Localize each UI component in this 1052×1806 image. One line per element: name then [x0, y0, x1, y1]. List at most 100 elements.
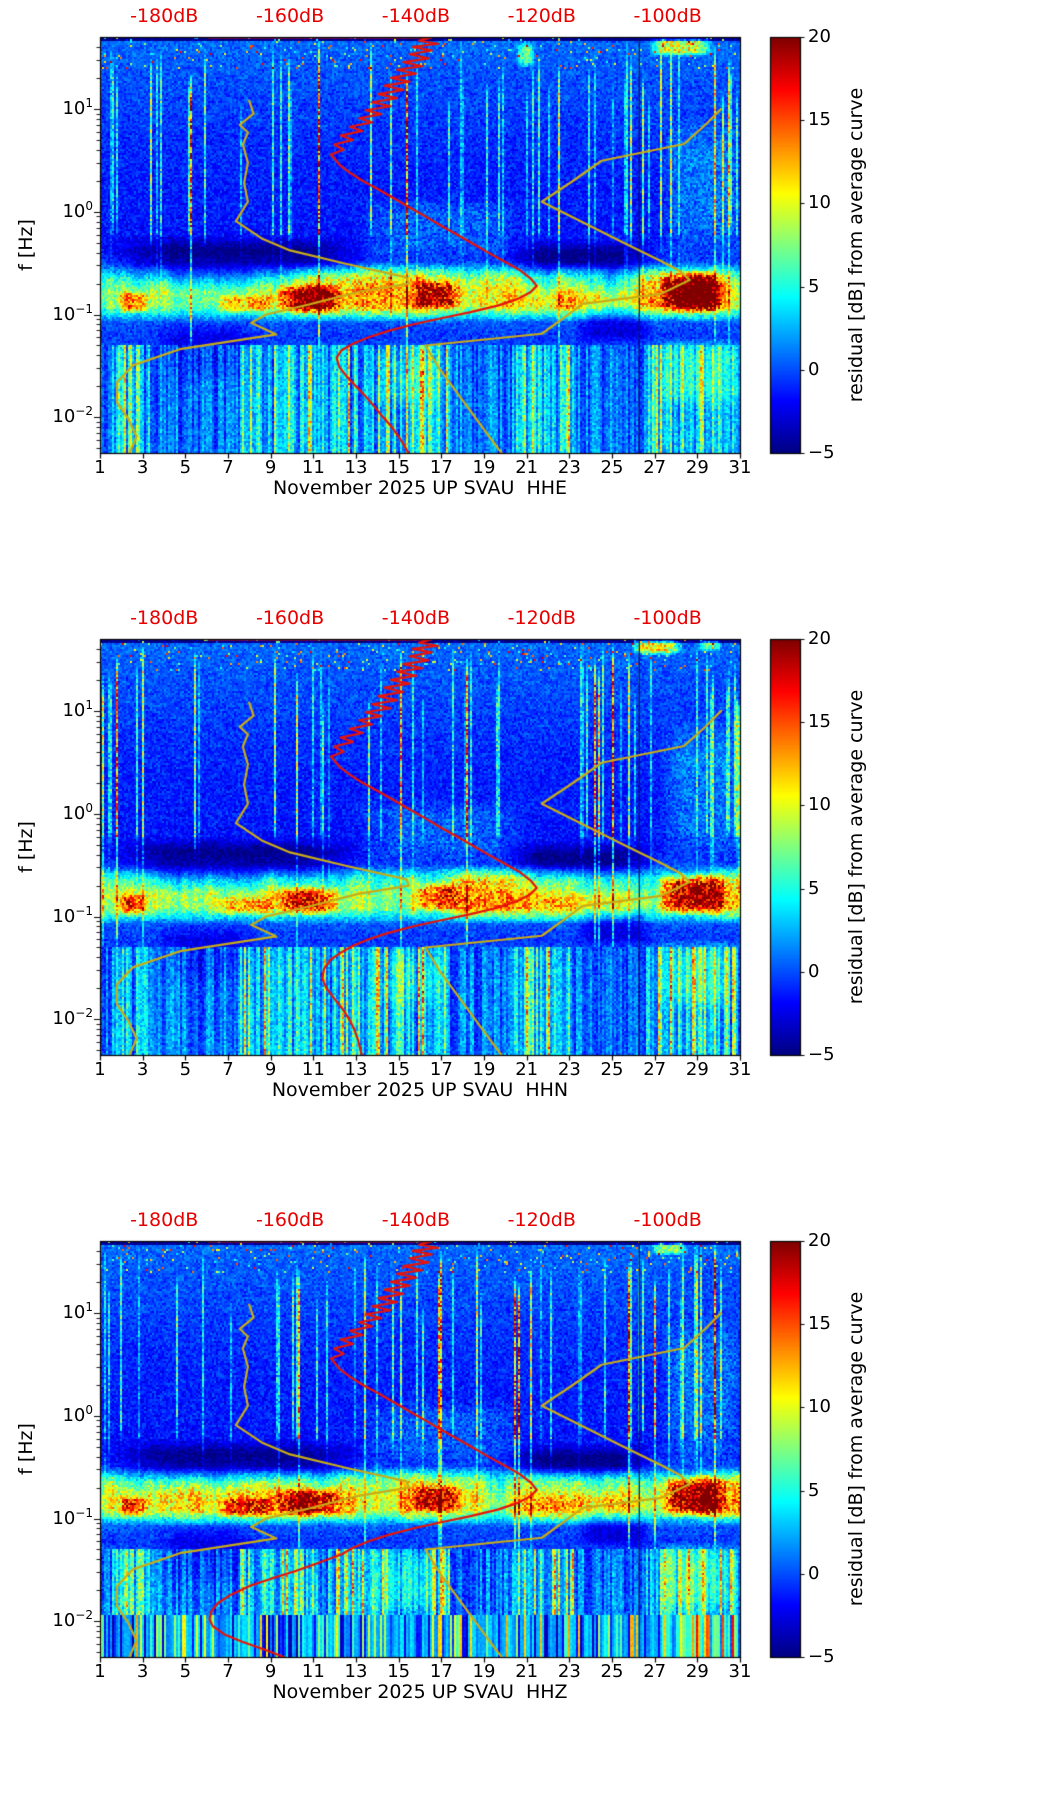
colorbar-tick-label: 20: [808, 26, 831, 47]
x-tick-label: 23: [557, 1059, 581, 1080]
x-tick-label: 13: [344, 1661, 368, 1682]
y-axis-label: f [Hz]: [15, 219, 37, 271]
x-tick-label: 5: [179, 1661, 192, 1682]
colorbar-tick-label: 15: [808, 109, 831, 131]
colorbar-tick-label: −5: [808, 442, 835, 463]
x-tick-label: 31: [728, 1661, 752, 1682]
top-db-tick-label: -140dB: [381, 607, 451, 629]
x-tick-label: 23: [557, 1661, 581, 1682]
panel-hhn: f [Hz] November 2025 UP SVAU HHN residua…: [0, 602, 1052, 1204]
x-tick-label: 27: [643, 1059, 667, 1080]
top-db-tick-label: -160dB: [255, 5, 325, 27]
spectrogram-canvas-hhz: [0, 1204, 1052, 1806]
x-tick-label: 7: [222, 1059, 234, 1080]
x-tick-label: 19: [472, 457, 496, 478]
panel-hhz: f [Hz] November 2025 UP SVAU HHZ residua…: [0, 1204, 1052, 1806]
y-tick-label: 10−2: [52, 404, 93, 428]
x-tick-label: 3: [136, 457, 149, 478]
x-tick-label: 7: [222, 457, 234, 478]
colorbar-label: residual [dB] from average curve: [845, 1291, 867, 1607]
x-axis-label: November 2025 UP SVAU HHE: [272, 477, 568, 499]
top-db-tick-label: -160dB: [255, 1209, 325, 1231]
top-db-tick-label: -180dB: [130, 1209, 199, 1231]
top-db-tick-label: -180dB: [130, 607, 199, 629]
top-db-tick-label: -140dB: [381, 5, 451, 27]
colorbar-tick-label: 15: [808, 1313, 831, 1335]
top-db-tick-label: -140dB: [381, 1209, 451, 1231]
spectrogram-canvas-hhe: [0, 0, 1052, 602]
y-tick-label: 100: [62, 800, 93, 824]
top-db-tick-label: -100dB: [633, 5, 702, 27]
y-tick-label: 100: [62, 1402, 93, 1426]
x-axis-label: November 2025 UP SVAU HHN: [271, 1079, 569, 1101]
x-tick-label: 13: [344, 457, 368, 478]
top-db-tick-label: -100dB: [633, 607, 702, 629]
x-tick-label: 23: [557, 457, 581, 478]
top-db-tick-label: -120dB: [507, 1209, 576, 1231]
x-tick-label: 17: [429, 1059, 453, 1080]
x-tick-label: 17: [429, 1661, 453, 1682]
y-tick-label: 101: [62, 1299, 93, 1323]
y-tick-label: 10−2: [52, 1608, 93, 1632]
x-tick-label: 29: [685, 457, 709, 478]
x-tick-label: 25: [600, 457, 624, 478]
colorbar-label: residual [dB] from average curve: [845, 689, 867, 1005]
colorbar-tick-label: 0: [808, 358, 820, 380]
panel-hhe: f [Hz] November 2025 UP SVAU HHE residua…: [0, 0, 1052, 602]
y-axis-label: f [Hz]: [15, 1423, 37, 1475]
y-tick-label: 101: [62, 697, 93, 721]
x-tick-label: 9: [264, 457, 277, 478]
y-tick-label: 100: [62, 198, 93, 222]
colorbar-tick-label: 10: [808, 1396, 831, 1418]
x-tick-label: 15: [387, 1661, 411, 1682]
spectrogram-canvas-hhn: [0, 602, 1052, 1204]
y-tick-label: 101: [62, 95, 93, 119]
colorbar-tick-label: 5: [808, 275, 820, 297]
x-tick-label: 31: [728, 1059, 752, 1080]
x-tick-label: 21: [515, 1059, 539, 1080]
x-tick-label: 17: [429, 457, 453, 478]
x-tick-label: 11: [301, 1661, 325, 1682]
y-tick-label: 10−1: [52, 1505, 93, 1529]
x-tick-label: 29: [685, 1059, 709, 1080]
x-tick-label: 15: [387, 457, 411, 478]
colorbar-tick-label: 20: [808, 1230, 831, 1251]
y-tick-label: 10−1: [52, 903, 93, 927]
x-tick-label: 3: [136, 1661, 149, 1682]
x-axis-label: November 2025 UP SVAU HHZ: [272, 1681, 568, 1703]
x-tick-label: 19: [472, 1661, 496, 1682]
colorbar-tick-label: 20: [808, 628, 831, 649]
x-tick-label: 25: [600, 1059, 624, 1080]
x-tick-label: 31: [728, 457, 752, 478]
x-tick-label: 11: [301, 457, 325, 478]
colorbar-tick-label: −5: [808, 1646, 835, 1667]
colorbar-tick-label: 0: [808, 960, 820, 982]
x-tick-label: 15: [387, 1059, 411, 1080]
x-tick-label: 13: [344, 1059, 368, 1080]
x-tick-label: 11: [301, 1059, 325, 1080]
top-db-tick-label: -160dB: [255, 607, 325, 629]
top-db-tick-label: -100dB: [633, 1209, 702, 1231]
top-db-tick-label: -120dB: [507, 5, 576, 27]
colorbar-tick-label: 5: [808, 1479, 820, 1501]
x-tick-label: 9: [264, 1661, 277, 1682]
x-tick-label: 29: [685, 1661, 709, 1682]
x-tick-label: 1: [94, 1059, 106, 1080]
top-db-tick-label: -180dB: [130, 5, 199, 27]
colorbar-tick-label: 5: [808, 877, 820, 899]
x-tick-label: 21: [515, 1661, 539, 1682]
y-tick-label: 10−2: [52, 1006, 93, 1030]
x-tick-label: 27: [643, 1661, 667, 1682]
x-tick-label: 27: [643, 457, 667, 478]
x-tick-label: 3: [136, 1059, 149, 1080]
y-tick-label: 10−1: [52, 301, 93, 325]
y-axis-label: f [Hz]: [15, 821, 37, 873]
colorbar-tick-label: 10: [808, 192, 831, 214]
x-tick-label: 21: [515, 457, 539, 478]
colorbar-tick-label: 0: [808, 1562, 820, 1584]
x-tick-label: 9: [264, 1059, 277, 1080]
colorbar-tick-label: 10: [808, 794, 831, 816]
x-tick-label: 25: [600, 1661, 624, 1682]
x-tick-label: 5: [179, 1059, 192, 1080]
